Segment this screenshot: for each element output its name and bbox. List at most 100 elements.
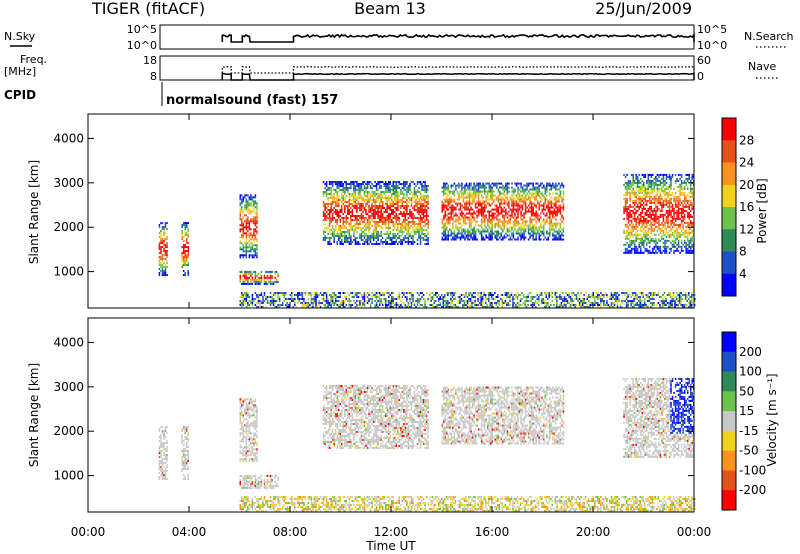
power-cell	[636, 189, 639, 192]
power-cell	[387, 191, 390, 194]
power-cell	[278, 296, 281, 299]
power-cell	[496, 238, 498, 241]
power-cell	[488, 226, 490, 229]
power-cell	[636, 215, 639, 218]
power-cell	[182, 260, 185, 263]
power-cell	[333, 236, 335, 239]
power-cell	[242, 278, 245, 281]
power-cell	[499, 206, 501, 209]
power-cell	[404, 220, 407, 223]
power-cell	[421, 218, 423, 221]
power-cell	[624, 203, 627, 206]
power-cell	[524, 228, 527, 231]
power-cell	[624, 193, 627, 196]
power-cell	[526, 194, 528, 197]
power-cell	[377, 234, 379, 237]
power-cell	[491, 212, 494, 215]
power-cell	[688, 199, 690, 202]
power-cell	[691, 245, 693, 248]
power-cell	[633, 213, 636, 216]
power-cell	[539, 200, 542, 203]
power-cell	[647, 251, 650, 254]
power-cell	[380, 205, 382, 208]
power-cell	[483, 186, 486, 189]
power-cell	[627, 251, 630, 254]
power-cell	[443, 188, 445, 191]
power-cell	[342, 195, 345, 198]
power-cell	[623, 231, 625, 234]
power-cell	[389, 181, 391, 184]
power-cell	[555, 188, 557, 191]
power-cell	[465, 206, 468, 209]
power-cell	[363, 294, 366, 297]
power-cell	[450, 212, 453, 215]
power-cell	[506, 220, 509, 223]
power-cell	[677, 215, 680, 218]
power-cell	[465, 236, 468, 239]
power-cell	[166, 260, 168, 263]
power-cell	[398, 240, 401, 243]
power-cell	[304, 304, 307, 307]
power-cell	[450, 238, 453, 241]
power-cell	[247, 222, 249, 225]
power-cell	[366, 201, 369, 204]
power-cell	[508, 238, 510, 241]
power-cell	[455, 224, 457, 227]
power-cell	[342, 300, 345, 303]
power-cell	[555, 200, 557, 203]
power-cell	[424, 187, 426, 190]
power-cell	[333, 232, 335, 235]
power-cell	[508, 220, 510, 223]
power-cell	[239, 194, 242, 197]
power-cell	[488, 220, 490, 223]
power-cell	[315, 304, 317, 307]
power-cell	[502, 238, 504, 241]
power-cell	[627, 183, 630, 186]
power-cell	[427, 224, 429, 227]
power-cell	[184, 234, 186, 237]
power-cell	[425, 187, 428, 190]
power-cell	[638, 207, 640, 210]
power-cell	[517, 188, 519, 191]
power-cell	[387, 228, 390, 231]
power-cell	[671, 207, 674, 210]
power-cell	[649, 195, 651, 198]
power-cell	[638, 185, 640, 188]
power-cell	[336, 211, 338, 213]
power-cell	[679, 233, 681, 236]
power-cell	[441, 220, 444, 223]
power-cell	[341, 205, 343, 208]
power-cell	[360, 222, 363, 225]
power-cell	[656, 177, 659, 180]
power-cell	[677, 207, 680, 210]
power-cell	[251, 302, 254, 305]
power-cell	[182, 274, 185, 277]
power-cell	[473, 218, 475, 221]
power-cell	[524, 206, 527, 209]
power-cell	[395, 195, 398, 198]
power-cell	[366, 240, 369, 243]
power-cell	[630, 251, 633, 254]
power-cell	[535, 226, 537, 229]
power-cell	[356, 203, 358, 206]
power-cell	[476, 200, 478, 203]
power-cell	[324, 207, 326, 210]
power-cell	[671, 217, 674, 220]
power-cell	[646, 247, 648, 250]
power-cell	[471, 236, 474, 239]
power-cell	[371, 236, 373, 239]
power-cell	[163, 248, 165, 251]
power-cell	[387, 234, 390, 237]
power-cell	[688, 207, 690, 210]
power-cell	[489, 214, 492, 217]
power-cell	[412, 214, 414, 217]
power-cell	[511, 208, 513, 211]
power-cell	[543, 234, 545, 237]
power-cell	[400, 189, 402, 192]
power-cell	[482, 236, 484, 239]
power-cell	[623, 197, 625, 200]
power-cell	[562, 218, 565, 221]
power-cell	[341, 304, 343, 307]
power-cell	[404, 197, 407, 200]
freq-panel: Freq. [MHz] 18 8 60 0 Nave	[4, 53, 778, 83]
